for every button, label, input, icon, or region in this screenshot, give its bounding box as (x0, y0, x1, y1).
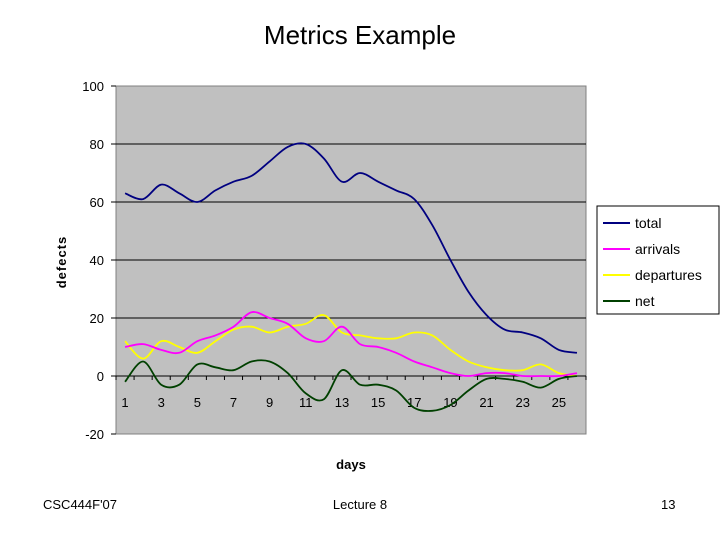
legend-label-arrivals: arrivals (635, 241, 680, 257)
x-tick-label: 25 (552, 395, 566, 410)
footer-lecture: Lecture 8 (332, 497, 388, 512)
y-tick-label: 20 (90, 311, 104, 326)
legend-label-total: total (635, 215, 661, 231)
y-tick-label: 0 (97, 369, 104, 384)
x-tick-label: 9 (266, 395, 273, 410)
y-tick-label: 100 (82, 79, 104, 94)
x-tick-label: 23 (515, 395, 529, 410)
x-tick-label: 5 (194, 395, 201, 410)
y-tick-label: 80 (90, 137, 104, 152)
footer-page-number: 13 (661, 497, 676, 512)
x-tick-label: 7 (230, 395, 237, 410)
y-tick-label: 60 (90, 195, 104, 210)
x-tick-label: 15 (371, 395, 385, 410)
y-tick-label: -20 (85, 427, 104, 442)
x-tick-label: 3 (158, 395, 165, 410)
y-tick-label: 40 (90, 253, 104, 268)
x-tick-label: 11 (299, 395, 313, 410)
x-tick-label: 21 (479, 395, 493, 410)
series-line-net (124, 359, 578, 412)
footer-course: CSC444F'07 (43, 497, 118, 512)
series-line-total (124, 142, 578, 354)
legend-label-net: net (635, 293, 655, 309)
legend: total arrivals departures net (596, 205, 720, 315)
y-axis-label: defects (54, 236, 69, 289)
series-line-arrivals (124, 311, 578, 378)
slide-title: Metrics Example (263, 20, 457, 50)
x-tick-label: 13 (335, 395, 349, 410)
legend-label-departures: departures (635, 267, 702, 283)
x-tick-label: 1 (121, 395, 128, 410)
x-axis-label: days (336, 457, 366, 472)
